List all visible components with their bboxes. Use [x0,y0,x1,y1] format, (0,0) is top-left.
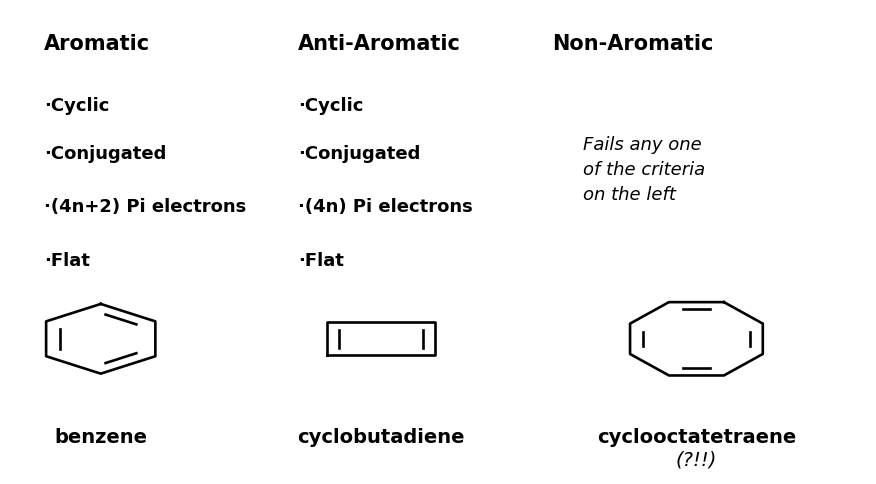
Text: cyclobutadiene: cyclobutadiene [297,428,465,447]
Text: cyclooctatetraene: cyclooctatetraene [597,428,796,447]
Text: ·(4n) Pi electrons: ·(4n) Pi electrons [298,198,472,216]
Text: ·Cyclic: ·Cyclic [298,97,364,115]
Text: ·Conjugated: ·Conjugated [44,145,166,163]
Text: ·Cyclic: ·Cyclic [44,97,110,115]
Text: Anti-Aromatic: Anti-Aromatic [298,34,461,54]
Text: ·Flat: ·Flat [44,252,89,270]
Text: Fails any one
of the criteria
on the left: Fails any one of the criteria on the lef… [583,136,704,203]
Text: benzene: benzene [54,428,147,447]
Text: ·(4n+2) Pi electrons: ·(4n+2) Pi electrons [44,198,246,216]
Text: (?!!): (?!!) [675,450,717,469]
Text: ·Flat: ·Flat [298,252,343,270]
Text: Aromatic: Aromatic [44,34,150,54]
Text: ·Conjugated: ·Conjugated [298,145,420,163]
Text: Non-Aromatic: Non-Aromatic [552,34,713,54]
